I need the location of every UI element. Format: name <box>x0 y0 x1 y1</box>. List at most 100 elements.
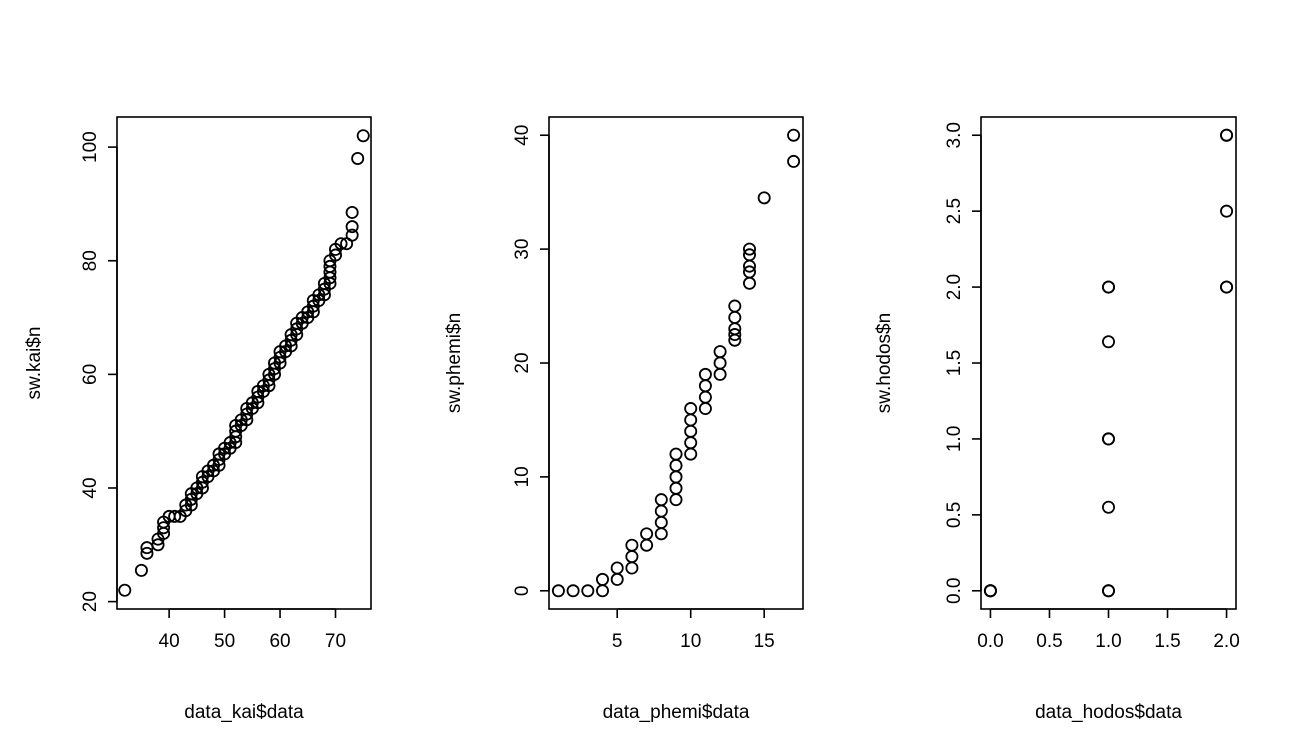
data-point <box>698 390 712 404</box>
x-axis-label: data_phemi$data <box>603 702 750 723</box>
data-point <box>345 228 359 242</box>
y-tick-label: 3.0 <box>944 122 965 148</box>
scatter-panel-2: 5 10 15 0 10 20 30 40 data_phemi$data sw.phemi$n <box>444 116 804 723</box>
data-point <box>684 402 698 416</box>
plot-frame <box>548 116 804 610</box>
data-point <box>669 458 683 472</box>
y-tick-label: 60 <box>80 364 101 385</box>
data-point <box>356 129 370 143</box>
x-tick-label: 70 <box>325 631 346 652</box>
plot-frame <box>980 116 1237 610</box>
data-point <box>654 527 668 541</box>
data-point <box>669 447 683 461</box>
x-tick-label: 60 <box>269 631 290 652</box>
data-point <box>596 572 610 586</box>
data-point <box>134 563 148 577</box>
data-point <box>625 561 639 575</box>
data-point <box>140 546 154 560</box>
data-point <box>713 367 727 381</box>
data-point <box>157 521 171 535</box>
data-point <box>742 265 756 279</box>
y-tick-label: 2.0 <box>944 274 965 300</box>
y-tick-label: 0 <box>512 585 533 596</box>
y-tick-label: 1.5 <box>944 350 965 376</box>
y-axis-label: sw.hodos$n <box>874 313 895 413</box>
data-point <box>1102 280 1116 294</box>
y-tick-label: 100 <box>80 131 101 163</box>
x-tick-label: 1.5 <box>1154 631 1180 652</box>
data-point <box>669 493 683 507</box>
x-axis-label: data_kai$data <box>184 702 304 723</box>
data-point <box>610 572 624 586</box>
data-point <box>345 205 359 219</box>
y-tick-label: 40 <box>80 477 101 498</box>
data-point <box>728 310 742 324</box>
data-point <box>1220 204 1234 218</box>
x-tick-label: 50 <box>214 631 235 652</box>
data-point <box>742 248 756 262</box>
x-tick-label: 5 <box>612 631 623 652</box>
data-point <box>566 584 580 598</box>
data-point <box>654 493 668 507</box>
y-axis-label: sw.kai$n <box>24 327 45 400</box>
y-tick-label: 40 <box>512 125 533 146</box>
x-tick-label: 0.0 <box>977 631 1003 652</box>
scatter-panel-1: 40 50 60 70 20 40 60 80 100 data_kai$data sw.kai$n <box>24 116 372 723</box>
data-point <box>1102 432 1116 446</box>
data-point <box>581 584 595 598</box>
x-axis-label: data_hodos$data <box>1035 702 1182 723</box>
y-tick-label: 10 <box>512 466 533 487</box>
data-point <box>713 356 727 370</box>
data-point <box>757 191 771 205</box>
y-tick-label: 0.5 <box>944 502 965 528</box>
data-point <box>1102 584 1116 598</box>
y-tick-label: 0.0 <box>944 578 965 604</box>
data-point <box>323 259 337 273</box>
y-tick-label: 1.0 <box>944 426 965 452</box>
data-point <box>334 237 348 251</box>
data-point <box>728 299 742 313</box>
data-point <box>669 470 683 484</box>
x-tick-label: 2.0 <box>1213 631 1239 652</box>
data-point <box>329 248 343 262</box>
data-point <box>684 447 698 461</box>
data-point <box>742 242 756 256</box>
x-tick-label: 0.5 <box>1036 631 1062 652</box>
data-point <box>625 538 639 552</box>
data-point <box>654 515 668 529</box>
data-point <box>1102 335 1116 349</box>
y-tick-label: 20 <box>80 591 101 612</box>
data-point <box>596 584 610 598</box>
data-point <box>698 379 712 393</box>
data-point <box>625 550 639 564</box>
data-point <box>787 154 801 168</box>
data-point <box>1220 128 1234 142</box>
data-point <box>684 424 698 438</box>
data-point <box>1220 280 1234 294</box>
x-tick-label: 15 <box>754 631 775 652</box>
y-tick-label: 2.5 <box>944 198 965 224</box>
data-point <box>351 151 365 165</box>
data-point <box>684 436 698 450</box>
y-tick-label: 20 <box>512 352 533 373</box>
data-point <box>684 413 698 427</box>
data-point <box>151 538 165 552</box>
data-point <box>551 584 565 598</box>
data-point <box>983 584 997 598</box>
x-tick-label: 1.0 <box>1095 631 1121 652</box>
data-point <box>698 402 712 416</box>
x-tick-label: 40 <box>159 631 180 652</box>
data-point <box>728 328 742 342</box>
data-point <box>654 504 668 518</box>
data-point <box>345 220 359 234</box>
data-point <box>713 345 727 359</box>
x-tick-label: 10 <box>680 631 701 652</box>
data-point <box>118 583 132 597</box>
data-point <box>640 538 654 552</box>
data-point <box>669 481 683 495</box>
data-point <box>1102 500 1116 514</box>
y-axis-label: sw.phemi$n <box>444 313 465 413</box>
data-point <box>168 509 182 523</box>
y-tick-label: 80 <box>80 250 101 271</box>
